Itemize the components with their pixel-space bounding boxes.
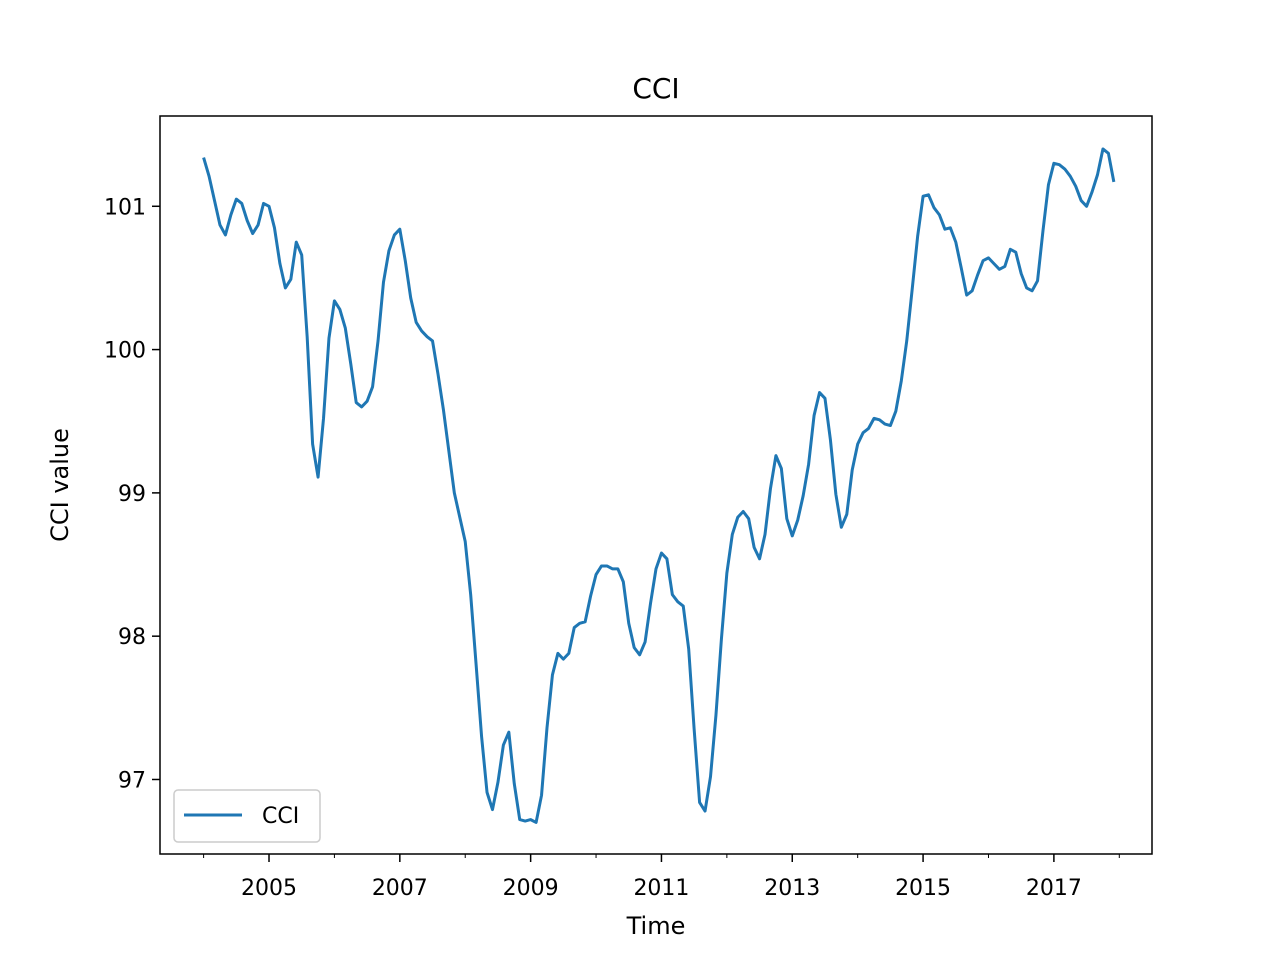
y-tick-label: 100 (104, 339, 146, 364)
x-tick-label: 2017 (1026, 876, 1082, 901)
legend: CCI (173, 789, 321, 843)
x-tick-label: 2011 (633, 876, 689, 901)
y-tick-label: 99 (118, 482, 146, 507)
y-tick-label: 101 (104, 195, 146, 220)
y-axis-label: CCI value (46, 428, 74, 542)
x-tick-label: 2007 (372, 876, 428, 901)
series-layer (202, 147, 1116, 824)
x-tick-label: 2013 (764, 876, 820, 901)
x-tick-label: 2009 (503, 876, 559, 901)
chart-title: CCI (632, 72, 679, 105)
legend-entry-label: CCI (262, 804, 299, 829)
axis-ticks: 2005 2007 2009 2011 2013 2015 2017 97 98 99 100 101 (104, 195, 1120, 901)
plot-area-frame (159, 115, 1153, 855)
y-tick-label: 97 (118, 768, 146, 793)
x-tick-label: 2005 (241, 876, 297, 901)
legend-box (173, 789, 321, 843)
y-tick-label: 98 (118, 625, 146, 650)
x-axis-label: Time (626, 912, 686, 940)
x-tick-label: 2015 (895, 876, 951, 901)
series-line-cci (202, 147, 1116, 824)
